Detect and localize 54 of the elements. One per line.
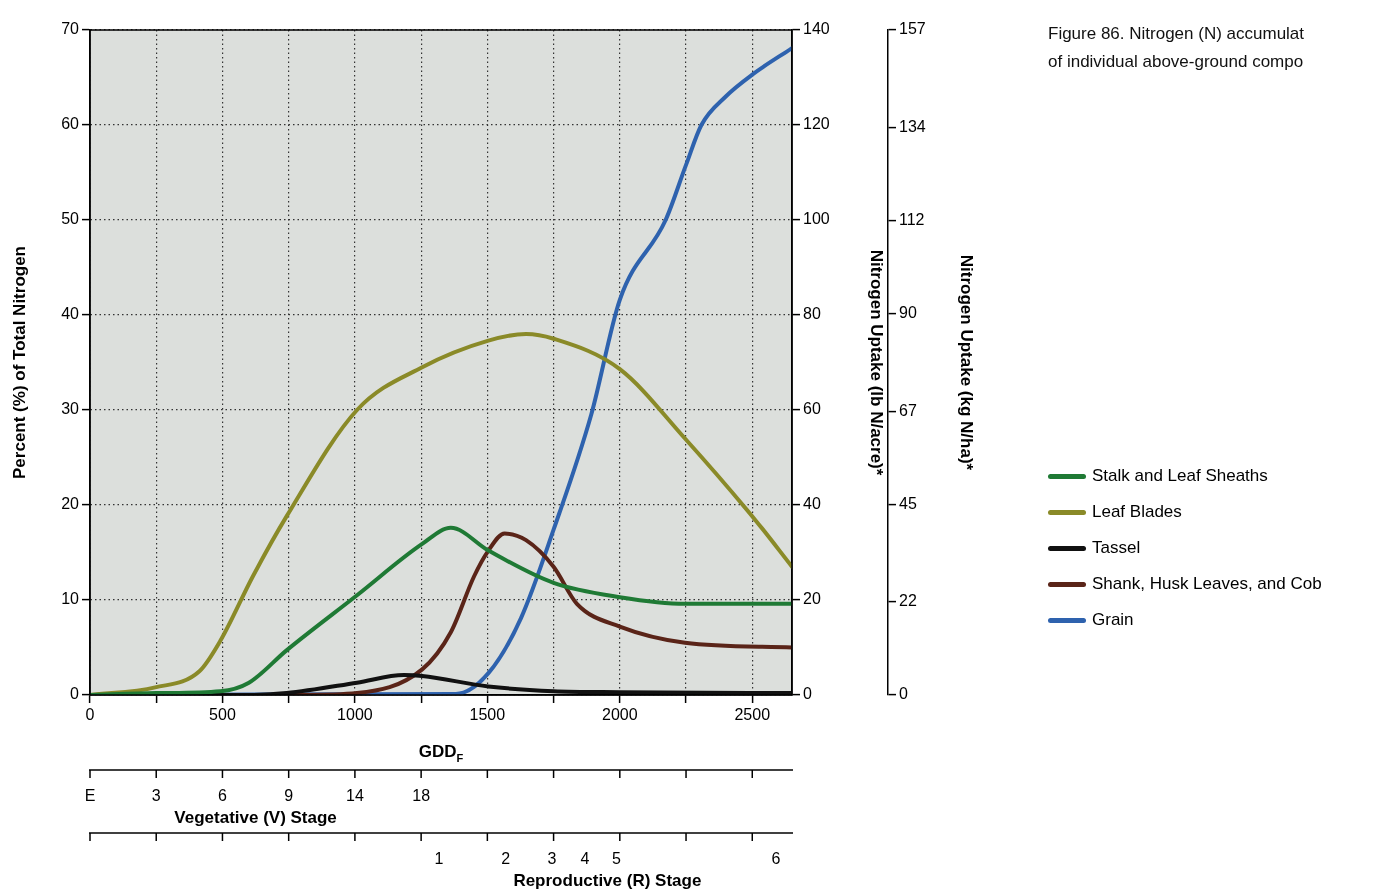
- y2-tick-label: 40: [803, 495, 821, 513]
- text: of individual above-ground compo: [1048, 51, 1305, 73]
- x-tick-label: 0: [85, 706, 95, 724]
- legend-label: Grain: [1092, 610, 1134, 630]
- y2-tick-label: 120: [803, 115, 830, 133]
- y3-tick-label: 90: [899, 304, 917, 322]
- y2-tick-label: 80: [803, 305, 821, 323]
- y3-axis-title: Nitrogen Uptake (kg N/ha)*: [957, 254, 977, 471]
- y3-tick-label: 67: [899, 401, 917, 419]
- y2-tick-label: 20: [803, 590, 821, 608]
- annotation: 9: [284, 787, 294, 804]
- y-tick-label: 60: [61, 115, 80, 133]
- y-tick-label: 40: [61, 305, 80, 323]
- y2-tick-label: 0: [803, 685, 812, 703]
- y2-tick-label: 60: [803, 400, 821, 418]
- text: 3: [547, 850, 557, 867]
- annotation: 18: [412, 787, 431, 804]
- y3-tick-label: 22: [899, 592, 917, 610]
- text: 4: [580, 850, 590, 867]
- text: 2: [501, 850, 511, 867]
- legend-label: Shank, Husk Leaves, and Cob: [1092, 574, 1322, 594]
- text: 6: [771, 850, 781, 867]
- caption: Figure 86. Nitrogen (N) accumulat: [1048, 23, 1305, 45]
- y-axis-title: Percent (%) of Total Nitrogen: [9, 246, 29, 479]
- legend-label: Stalk and Leaf Sheaths: [1092, 466, 1268, 486]
- annotation: 6: [218, 787, 227, 804]
- text: 5: [612, 850, 622, 867]
- annotation: 3: [151, 787, 161, 804]
- annotation: E: [84, 787, 96, 804]
- y3-tick-label: 45: [899, 494, 917, 512]
- y-tick-label: 70: [61, 20, 80, 38]
- y-tick-label: 0: [70, 685, 80, 703]
- y-tick-label: 50: [61, 210, 80, 228]
- y-tick-label: 30: [61, 400, 80, 418]
- y3-tick-label: 157: [899, 20, 926, 38]
- y2-tick-label: 140: [803, 20, 830, 38]
- y3-tick-label: 112: [899, 211, 925, 229]
- annotation: 14: [346, 787, 364, 804]
- y-tick-label: 10: [61, 590, 80, 608]
- y-tick-label: 20: [61, 495, 80, 513]
- y3-tick-label: 134: [899, 117, 926, 135]
- x-tick-label: 2500: [734, 706, 771, 724]
- x-tick-label: 1000: [337, 706, 373, 724]
- y2-tick-label: 100: [803, 210, 830, 228]
- text: 1: [434, 850, 444, 867]
- legend-label: Tassel: [1092, 538, 1141, 558]
- text: Vegetative (V) Stage: [174, 808, 337, 827]
- legend-label: Leaf Blades: [1092, 502, 1182, 522]
- x-tick-label: 500: [209, 706, 236, 724]
- x-tick-label: 2000: [602, 706, 638, 724]
- y2-axis-title: Nitrogen Uptake (lb N/acre)*: [867, 249, 887, 476]
- text: Reproductive (R) Stage: [513, 871, 702, 890]
- y3-tick-label: 0: [899, 685, 908, 703]
- x-tick-label: 1500: [469, 706, 506, 724]
